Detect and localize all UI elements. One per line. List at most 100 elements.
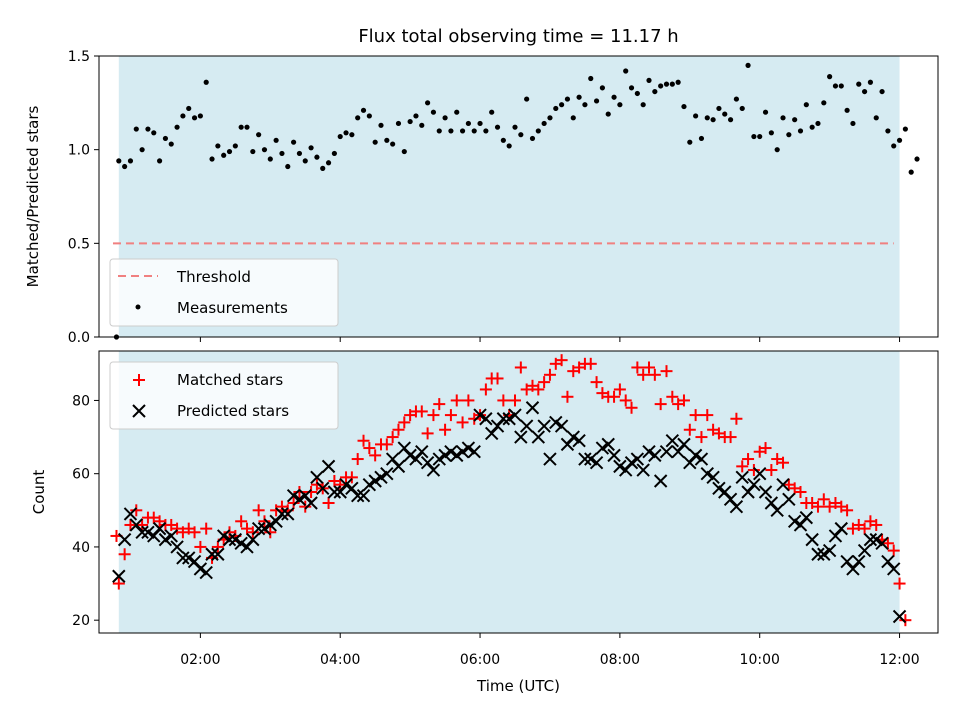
measurement-point bbox=[914, 156, 920, 162]
predicted-star-point bbox=[892, 609, 907, 624]
matched-star-point bbox=[299, 500, 312, 513]
measurement-point bbox=[838, 83, 844, 89]
predicted-star-point bbox=[176, 551, 190, 565]
measurement-point bbox=[360, 107, 367, 113]
matched-star-point bbox=[625, 401, 638, 414]
measurement-point bbox=[681, 103, 687, 110]
measurement-point bbox=[879, 88, 885, 95]
matched-star-point bbox=[747, 464, 760, 477]
predicted-star-point bbox=[216, 529, 231, 543]
measurement-point bbox=[745, 62, 751, 68]
matched-star-point bbox=[858, 522, 871, 535]
measurement-point bbox=[407, 118, 413, 125]
predicted-star-point bbox=[665, 434, 680, 448]
matched-star-point bbox=[130, 504, 143, 517]
measurement-point bbox=[518, 132, 524, 138]
measurement-point bbox=[186, 105, 192, 112]
matched-star-point bbox=[509, 394, 522, 407]
predicted-star-point bbox=[345, 481, 359, 496]
measurement-point bbox=[273, 137, 279, 143]
measurement-point bbox=[337, 133, 343, 140]
measurement-point bbox=[378, 122, 384, 128]
measurement-point bbox=[425, 100, 431, 106]
matched-star-point bbox=[648, 368, 661, 381]
legend-predicted-swatch bbox=[132, 404, 146, 418]
predicted-star-point bbox=[723, 492, 738, 507]
measurement-point bbox=[786, 132, 792, 138]
matched-star-point bbox=[334, 478, 347, 491]
predicted-star-point bbox=[182, 551, 196, 565]
measurement-point bbox=[599, 85, 606, 91]
count-y-tick-label: 20 bbox=[72, 613, 90, 629]
measurement-point bbox=[698, 135, 705, 142]
predicted-star-point bbox=[764, 496, 779, 510]
measurement-point bbox=[197, 113, 203, 119]
legend-threshold-label: Threshold bbox=[176, 268, 251, 286]
measurement-point bbox=[576, 94, 582, 100]
measurement-point bbox=[850, 120, 856, 127]
measurement-point bbox=[325, 160, 332, 166]
matched-star-point bbox=[287, 496, 300, 509]
count-legend-box bbox=[109, 361, 339, 430]
matched-star-point bbox=[701, 409, 714, 422]
predicted-star-point bbox=[811, 547, 825, 561]
measurement-point bbox=[261, 147, 268, 153]
predicted-star-point bbox=[776, 477, 790, 492]
predicted-star-point bbox=[187, 554, 202, 569]
predicted-star-point bbox=[729, 499, 744, 514]
measurement-point bbox=[658, 83, 664, 89]
measurement-point bbox=[885, 128, 891, 134]
matched-star-point bbox=[421, 427, 434, 440]
matched-star-point bbox=[561, 390, 574, 403]
matched-star-point bbox=[450, 394, 463, 407]
predicted-star-point bbox=[543, 452, 557, 466]
measurement-point bbox=[535, 128, 541, 134]
measurement-point bbox=[151, 130, 157, 136]
matched-star-point bbox=[608, 390, 621, 403]
measurement-point bbox=[524, 96, 530, 102]
matched-star-point bbox=[322, 496, 335, 509]
matched-star-point bbox=[211, 540, 224, 553]
matched-star-point bbox=[246, 526, 259, 539]
predicted-star-point bbox=[560, 437, 575, 452]
predicted-star-point bbox=[409, 452, 423, 466]
measurement-point bbox=[209, 156, 215, 162]
predicted-star-point bbox=[158, 532, 173, 547]
predicted-star-point bbox=[304, 496, 318, 510]
matched-star-point bbox=[765, 464, 778, 477]
predicted-star-point bbox=[222, 532, 237, 547]
measurement-point bbox=[285, 163, 291, 170]
predicted-star-point bbox=[869, 532, 883, 547]
matched-star-point bbox=[194, 540, 207, 553]
matched-star-point bbox=[188, 526, 201, 539]
predicted-star-point bbox=[852, 554, 866, 569]
measurement-point bbox=[821, 100, 827, 106]
predicted-star-point bbox=[391, 459, 406, 474]
measurement-point bbox=[617, 102, 623, 108]
predicted-star-point bbox=[840, 554, 854, 569]
predicted-star-point bbox=[519, 419, 534, 433]
measurement-point bbox=[343, 130, 349, 136]
matched-star-point bbox=[235, 515, 248, 528]
predicted-star-point bbox=[281, 507, 295, 521]
legend-matched-label: Matched stars bbox=[177, 371, 283, 389]
predicted-star-point bbox=[834, 521, 848, 536]
matched-star-point bbox=[613, 383, 626, 396]
measurement-point bbox=[395, 120, 402, 127]
predicted-star-point bbox=[671, 445, 685, 459]
predicted-star-point bbox=[589, 455, 604, 470]
legend-matched-swatch bbox=[133, 374, 145, 386]
predicted-star-point bbox=[683, 455, 697, 470]
predicted-star-point bbox=[403, 448, 417, 463]
predicted-star-point bbox=[822, 543, 837, 558]
predicted-star-point bbox=[677, 437, 691, 452]
predicted-star-point bbox=[735, 470, 749, 485]
predicted-star-point bbox=[286, 488, 301, 503]
measurement-point bbox=[156, 158, 163, 164]
predicted-star-point bbox=[648, 448, 662, 463]
matched-star-point bbox=[351, 453, 364, 466]
matched-star-point bbox=[386, 431, 399, 444]
matched-star-point bbox=[654, 398, 667, 411]
matched-star-point bbox=[584, 357, 597, 370]
